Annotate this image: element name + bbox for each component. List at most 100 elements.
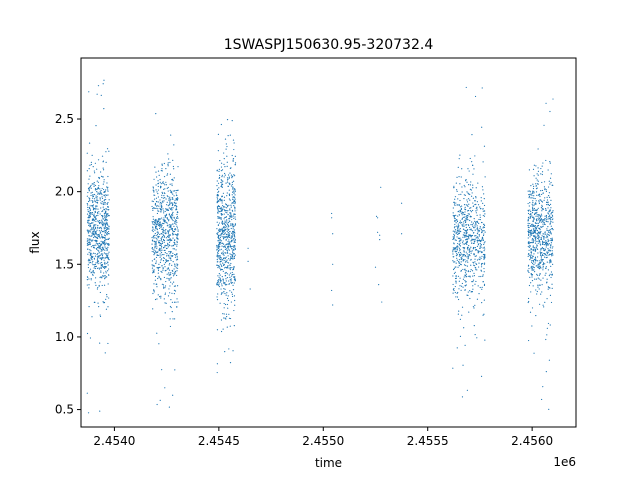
data-point bbox=[97, 192, 99, 194]
data-point bbox=[162, 228, 164, 231]
data-point bbox=[172, 179, 174, 182]
data-point bbox=[170, 272, 172, 274]
data-point bbox=[529, 214, 531, 216]
data-point bbox=[102, 167, 104, 169]
data-point bbox=[100, 226, 102, 228]
data-point bbox=[228, 204, 230, 206]
data-point bbox=[225, 266, 227, 268]
data-point bbox=[159, 242, 161, 244]
data-point bbox=[218, 210, 220, 212]
data-point bbox=[101, 284, 103, 287]
data-point bbox=[234, 247, 236, 250]
data-point bbox=[549, 177, 552, 179]
data-point bbox=[96, 205, 98, 207]
data-point bbox=[468, 234, 470, 237]
data-point bbox=[458, 259, 461, 261]
data-point bbox=[222, 243, 225, 245]
data-point bbox=[218, 285, 221, 288]
data-point bbox=[458, 232, 460, 234]
data-point bbox=[157, 170, 160, 172]
data-point bbox=[216, 296, 218, 298]
data-point bbox=[480, 275, 482, 278]
data-point bbox=[174, 265, 176, 268]
data-point bbox=[544, 274, 546, 276]
data-point bbox=[474, 235, 476, 237]
data-point bbox=[474, 240, 476, 242]
data-point bbox=[469, 290, 471, 292]
data-point bbox=[164, 210, 166, 213]
data-point bbox=[217, 217, 219, 219]
data-point bbox=[546, 201, 548, 204]
data-point bbox=[86, 284, 88, 286]
data-point bbox=[164, 312, 166, 314]
data-point bbox=[546, 228, 548, 230]
data-point bbox=[164, 302, 166, 304]
data-point bbox=[475, 237, 477, 239]
data-point bbox=[89, 231, 91, 233]
data-point bbox=[171, 197, 173, 199]
data-point bbox=[459, 252, 462, 254]
data-point bbox=[532, 185, 535, 187]
data-point bbox=[154, 298, 157, 301]
data-point bbox=[233, 188, 236, 190]
data-point bbox=[98, 247, 100, 249]
data-point bbox=[105, 256, 107, 259]
data-point bbox=[484, 257, 486, 259]
data-point bbox=[536, 237, 539, 239]
data-point bbox=[540, 258, 542, 261]
data-point bbox=[482, 189, 484, 191]
data-point bbox=[466, 229, 468, 232]
data-point bbox=[533, 253, 535, 255]
data-point bbox=[225, 313, 228, 315]
data-point bbox=[171, 310, 173, 313]
data-point bbox=[90, 246, 93, 248]
data-point bbox=[536, 274, 539, 276]
data-point bbox=[151, 260, 153, 262]
data-point bbox=[99, 314, 101, 316]
data-point bbox=[540, 199, 542, 201]
data-point bbox=[101, 155, 104, 157]
data-point bbox=[542, 262, 545, 264]
data-point bbox=[97, 208, 99, 210]
data-point bbox=[539, 229, 541, 231]
data-point bbox=[466, 253, 468, 255]
data-point bbox=[106, 186, 108, 188]
data-point bbox=[532, 168, 535, 170]
data-point bbox=[452, 249, 454, 251]
data-point bbox=[87, 260, 89, 262]
data-point bbox=[464, 272, 467, 274]
data-point bbox=[234, 238, 236, 241]
data-point bbox=[458, 262, 460, 264]
data-point bbox=[162, 223, 164, 225]
data-point bbox=[165, 221, 167, 223]
data-point bbox=[233, 266, 235, 268]
data-point bbox=[91, 205, 93, 207]
data-point bbox=[157, 196, 160, 198]
data-point bbox=[533, 258, 535, 261]
data-point bbox=[176, 267, 179, 269]
data-point bbox=[93, 229, 95, 231]
data-point bbox=[483, 215, 486, 217]
data-point bbox=[226, 230, 228, 232]
data-point bbox=[88, 178, 90, 180]
data-point bbox=[102, 266, 104, 269]
data-point bbox=[537, 224, 539, 227]
data-point bbox=[158, 240, 160, 242]
data-point bbox=[216, 207, 219, 209]
data-point bbox=[173, 293, 175, 295]
data-point bbox=[153, 221, 155, 223]
data-point bbox=[159, 261, 162, 263]
data-point bbox=[220, 170, 222, 172]
data-point bbox=[218, 240, 220, 242]
data-point bbox=[539, 221, 541, 223]
data-point bbox=[482, 239, 484, 241]
data-point bbox=[160, 250, 162, 252]
data-point bbox=[456, 292, 458, 294]
data-point bbox=[401, 202, 403, 204]
data-point bbox=[552, 211, 554, 213]
data-point bbox=[230, 278, 232, 280]
data-point bbox=[483, 253, 486, 256]
data-point bbox=[217, 224, 219, 226]
data-point bbox=[232, 190, 235, 192]
data-point bbox=[463, 250, 465, 252]
